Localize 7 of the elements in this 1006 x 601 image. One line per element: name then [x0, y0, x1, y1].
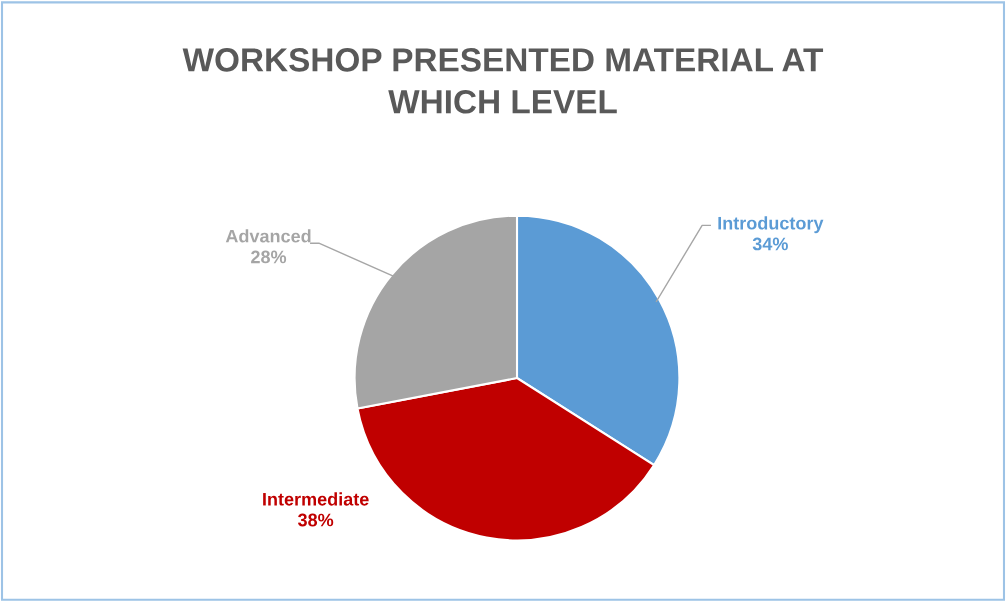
- slice-label: Introductory: [718, 216, 824, 234]
- chart-title: WORKSHOP PRESENTED MATERIAL AT WHICH LEVEL: [182, 48, 824, 114]
- data-label: 38%: [297, 513, 334, 527]
- data-label: 34%: [752, 237, 788, 251]
- slice-label: Intermediate: [263, 492, 369, 506]
- data-label: 28%: [251, 250, 287, 264]
- slice-label: Advanced: [225, 229, 311, 243]
